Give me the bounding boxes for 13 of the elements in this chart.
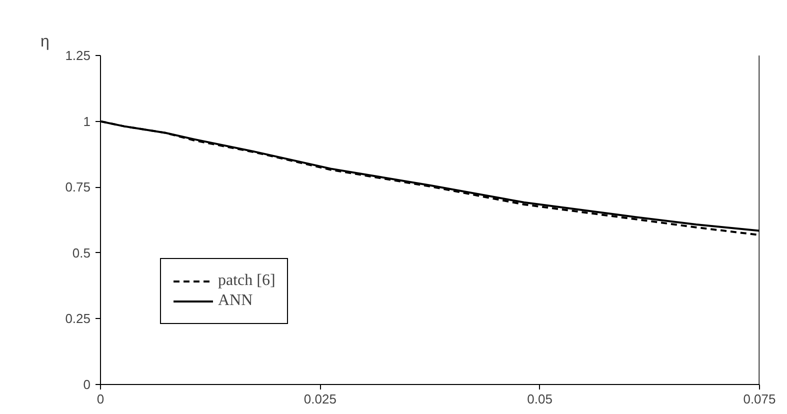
y-tick-label: 1 <box>83 114 91 129</box>
y-axis-title: η <box>40 34 50 50</box>
x-tick-label: 0.05 <box>527 392 552 406</box>
legend-label: ANN <box>218 292 253 310</box>
x-tick-label: 0.025 <box>304 392 336 406</box>
y-tick-label: 0.5 <box>72 245 91 260</box>
legend-label: patch [6] <box>218 272 276 290</box>
y-tick-label: 0.25 <box>65 311 91 326</box>
y-tick-label: 0 <box>83 377 91 392</box>
y-tick-label: 0.75 <box>65 180 91 195</box>
x-tick-label: 0 <box>96 392 104 406</box>
y-tick-label: 1.25 <box>65 48 91 63</box>
x-tick-label: 0.075 <box>743 392 776 406</box>
